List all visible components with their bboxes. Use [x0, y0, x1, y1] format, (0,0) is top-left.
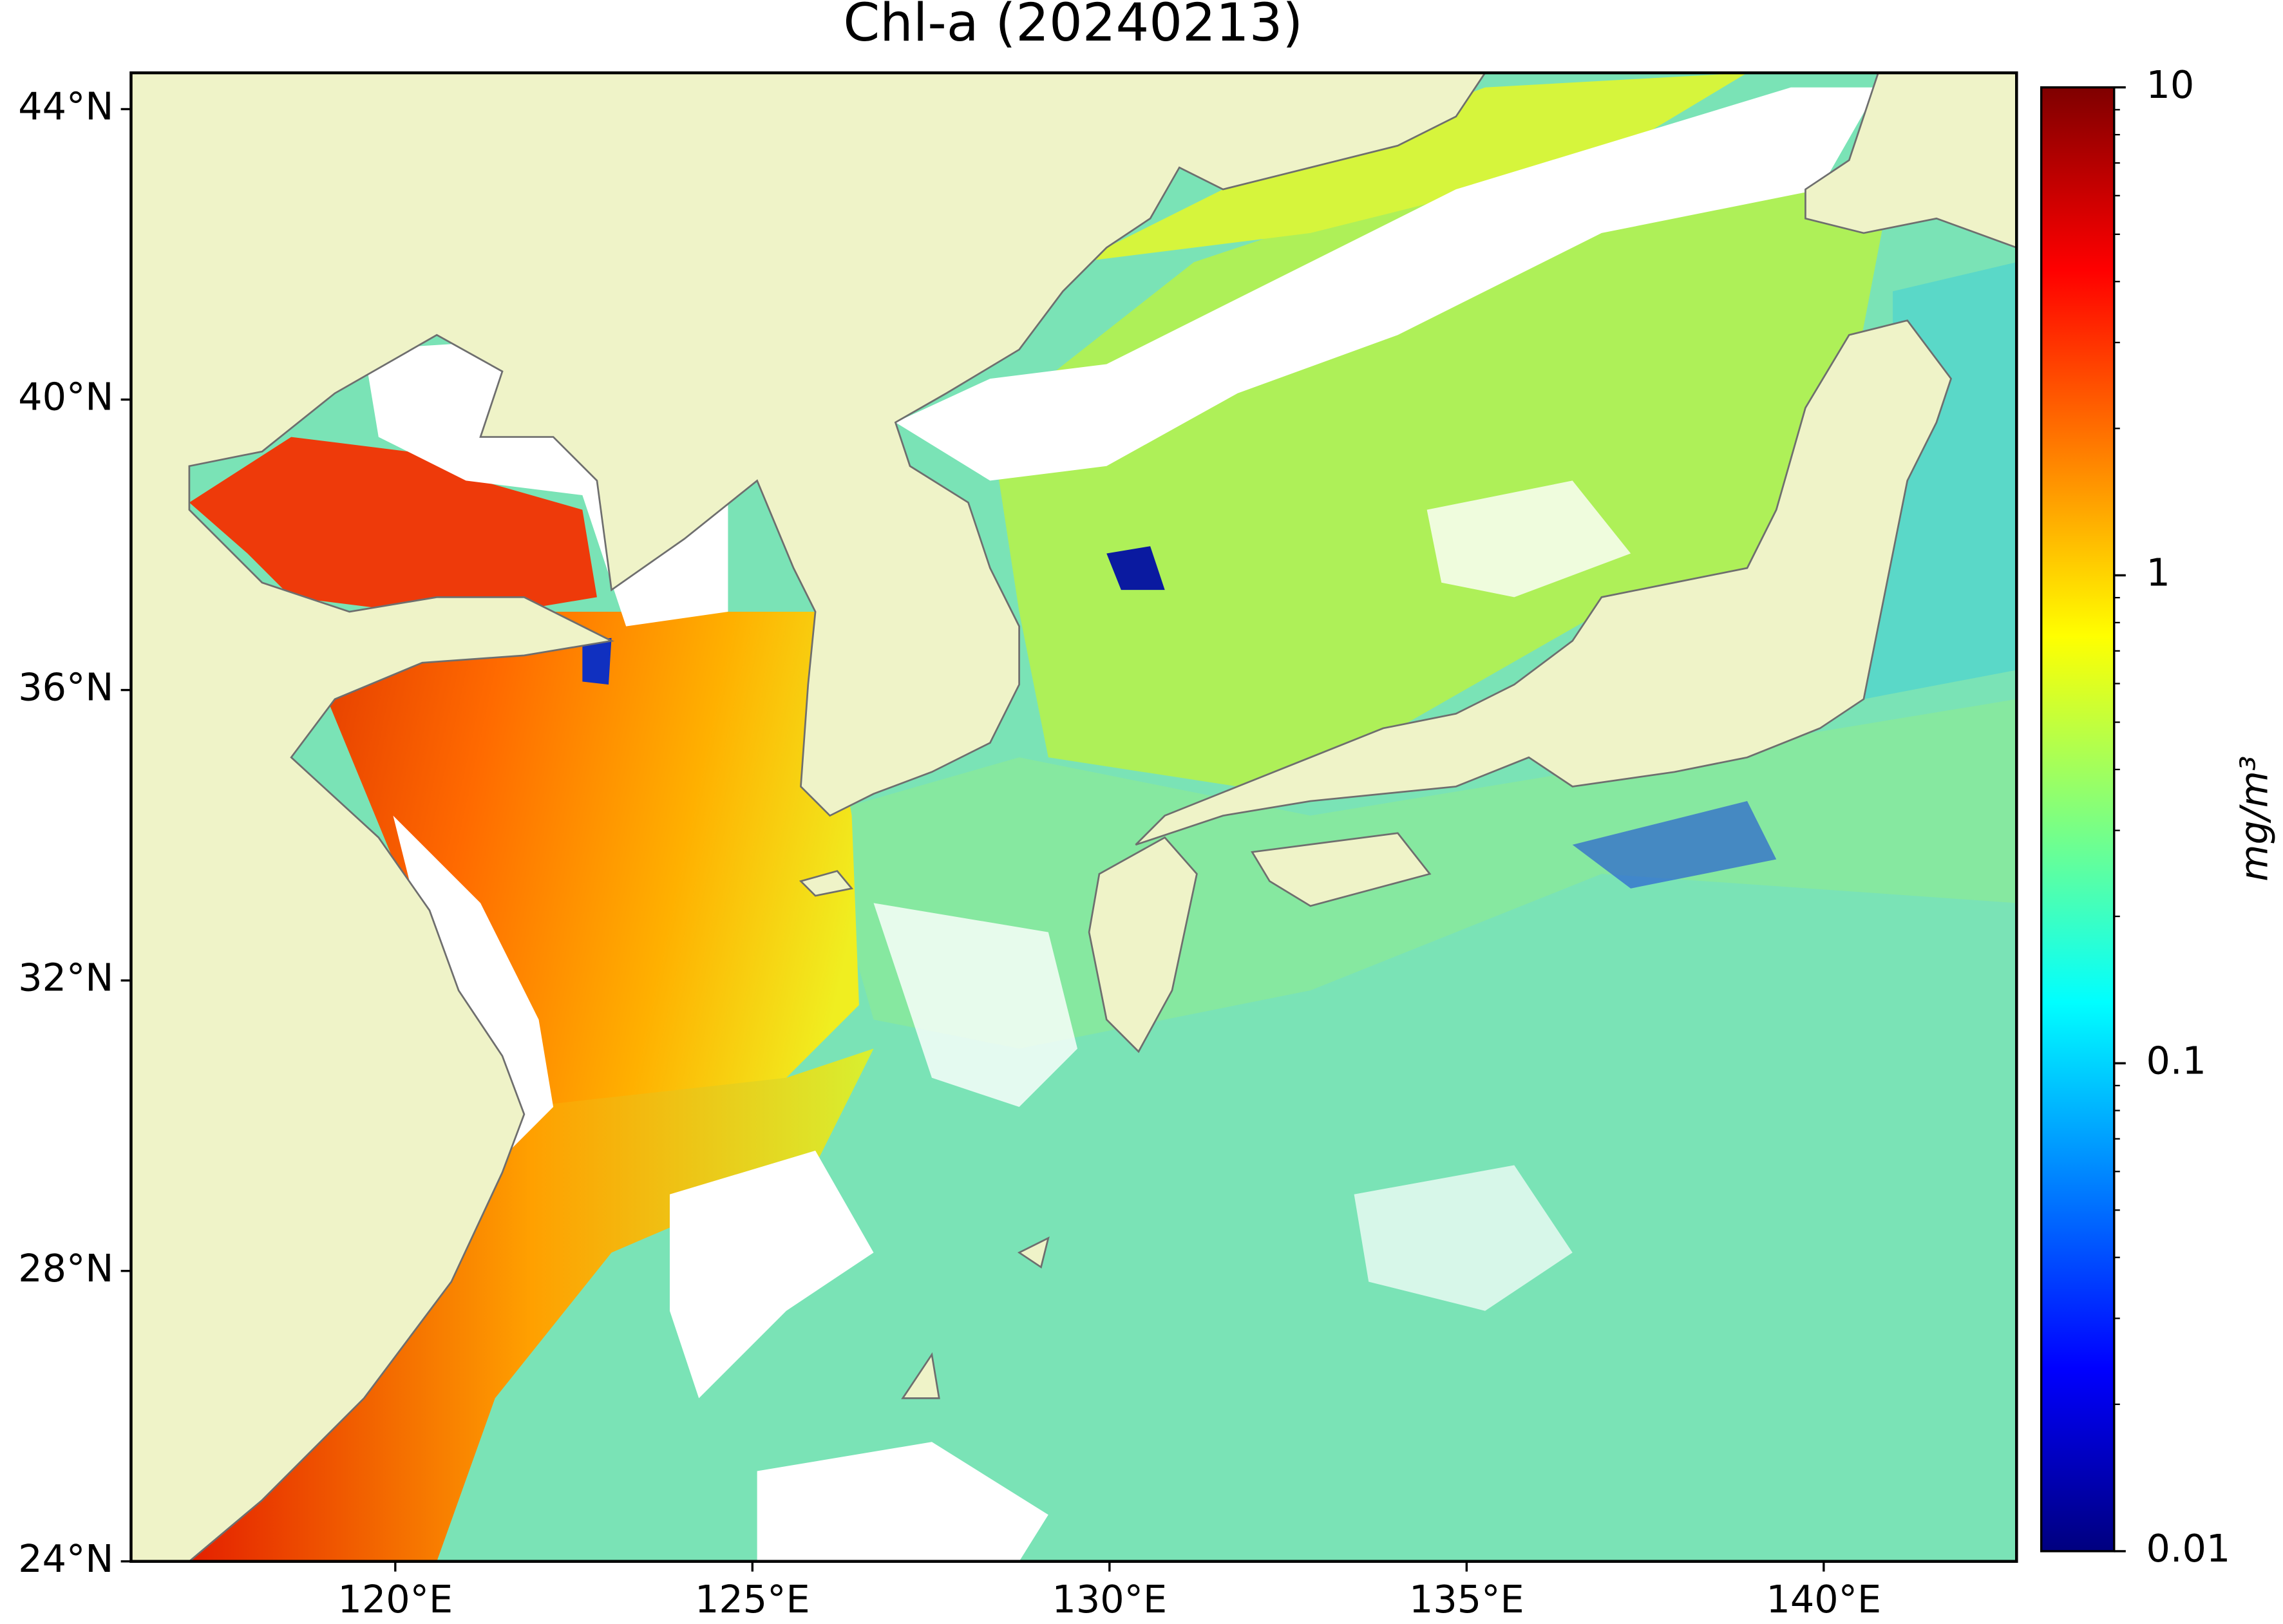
x-tick-label: 125°E [695, 1577, 810, 1621]
map-title: Chl-a (20240213) [843, 0, 1303, 53]
chl-field [1106, 546, 1165, 590]
no-data [757, 1442, 1048, 1562]
land [799, 870, 854, 897]
land [1088, 836, 1198, 1053]
colorbar-tick-label: 0.1 [2146, 1038, 2206, 1082]
chl-field [582, 637, 612, 685]
land [131, 73, 1486, 1562]
y-tick-label: 40°N [18, 375, 113, 419]
no-data [1354, 1165, 1573, 1311]
no-data [393, 815, 554, 1151]
no-data [895, 87, 1879, 481]
land [1017, 1236, 1050, 1269]
no-data [669, 1150, 874, 1399]
no-data [873, 903, 1078, 1108]
colorbar-tick-label: 10 [2146, 62, 2194, 107]
chl-field [1572, 801, 1777, 889]
land [1135, 319, 1953, 846]
x-tick-label: 130°E [1052, 1577, 1167, 1621]
chl-field [189, 437, 597, 612]
colorbar-tick-label: 0.01 [2146, 1526, 2230, 1571]
colorbar-label: mg/m³ [2231, 756, 2276, 882]
y-tick-label: 24°N [18, 1536, 113, 1581]
map-frame [129, 71, 2018, 1563]
chl-field [189, 1048, 874, 1562]
x-tick-label: 120°E [337, 1577, 453, 1621]
y-tick-label: 44°N [18, 84, 113, 129]
no-data [1426, 480, 1631, 598]
map-area [131, 73, 2017, 1562]
land [901, 1352, 940, 1399]
x-tick-label: 140°E [1766, 1577, 1881, 1621]
colorbar-tick-label: 1 [2146, 551, 2170, 595]
land [1805, 73, 2017, 249]
land [1251, 832, 1432, 907]
x-tick-label: 135°E [1409, 1577, 1524, 1621]
y-tick-label: 32°N [18, 956, 113, 1000]
y-tick-label: 36°N [18, 665, 113, 710]
y-tick-label: 28°N [18, 1246, 113, 1290]
colorbar [2040, 86, 2116, 1553]
chl-field [1077, 73, 1748, 263]
